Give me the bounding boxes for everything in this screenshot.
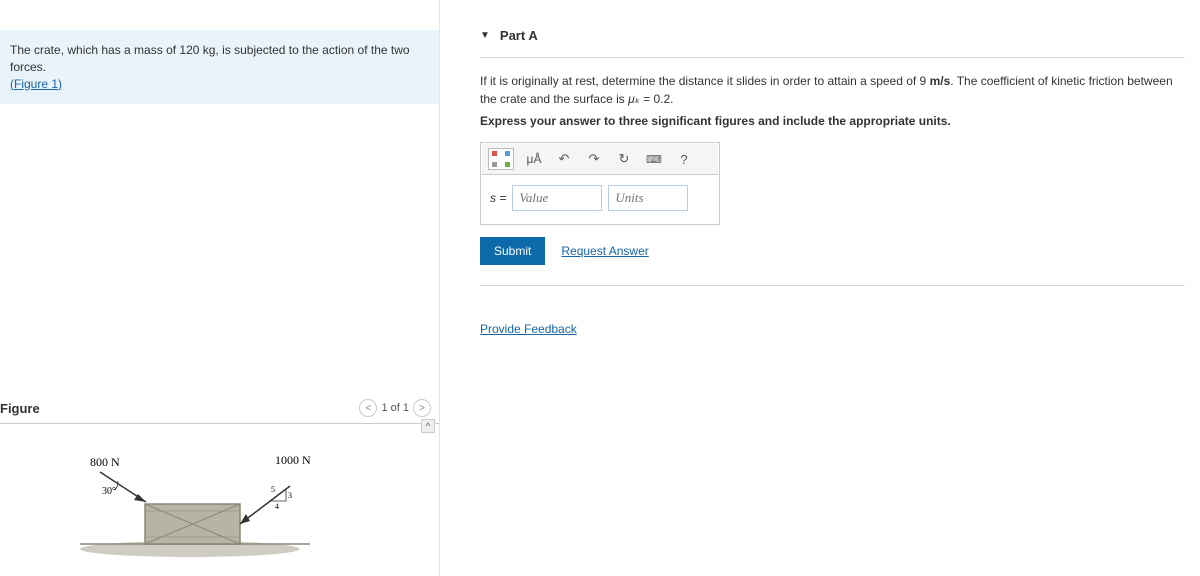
units-input[interactable] (608, 185, 688, 211)
button-row: Submit Request Answer (480, 237, 1185, 265)
force1-label: 800 N (90, 455, 120, 469)
svg-text:5: 5 (271, 485, 275, 494)
divider (480, 57, 1185, 58)
figure-nav: < 1 of 1 > (359, 399, 431, 417)
divider (480, 285, 1185, 286)
part-a-header[interactable]: ▼ Part A (480, 28, 1185, 53)
figure-link[interactable]: (Figure 1) (10, 77, 62, 91)
submit-button[interactable]: Submit (480, 237, 545, 265)
left-column: The crate, which has a mass of 120 kg, i… (0, 0, 440, 576)
templates-button[interactable] (488, 148, 514, 170)
variable-label: s = (490, 191, 506, 205)
figure-header: Figure < 1 of 1 > (0, 395, 439, 424)
redo-icon[interactable]: ↷ (584, 149, 604, 169)
instruction-text: Express your answer to three significant… (480, 114, 1185, 128)
svg-text:4: 4 (275, 502, 279, 511)
svg-text:3: 3 (288, 491, 292, 500)
force2-label: 1000 N (275, 453, 311, 467)
scroll-up-icon[interactable]: ^ (421, 419, 435, 433)
units-format-button[interactable]: μÅ (524, 149, 544, 169)
problem-text: The crate, which has a mass of 120 kg, i… (10, 43, 410, 74)
answer-toolbar: μÅ ↶ ↷ ↻ ⌨ ? (482, 144, 718, 175)
value-input[interactable] (512, 185, 602, 211)
part-title: Part A (500, 28, 538, 43)
problem-statement: The crate, which has a mass of 120 kg, i… (0, 30, 439, 104)
provide-feedback-link[interactable]: Provide Feedback (480, 322, 577, 336)
next-figure-button[interactable]: > (413, 399, 431, 417)
provide-feedback-row: Provide Feedback (480, 322, 1185, 336)
request-answer-link[interactable]: Request Answer (561, 244, 648, 258)
undo-icon[interactable]: ↶ (554, 149, 574, 169)
prev-figure-button[interactable]: < (359, 399, 377, 417)
angle-label: 30° (102, 486, 116, 497)
question-text: If it is originally at rest, determine t… (480, 72, 1185, 108)
help-icon[interactable]: ? (674, 149, 694, 169)
answer-input-row: s = (482, 175, 718, 223)
right-column: ▼ Part A If it is originally at rest, de… (440, 0, 1200, 576)
keyboard-icon[interactable]: ⌨ (644, 149, 664, 169)
figure-title: Figure (0, 401, 40, 416)
collapse-icon: ▼ (480, 30, 490, 41)
reset-icon[interactable]: ↻ (614, 149, 634, 169)
figure-section: Figure < 1 of 1 > ^ (0, 395, 439, 567)
figure-image: 800 N 30° 1000 N 3 4 5 (0, 424, 439, 567)
figure-counter: 1 of 1 (381, 402, 409, 414)
answer-box: μÅ ↶ ↷ ↻ ⌨ ? s = (480, 142, 720, 225)
